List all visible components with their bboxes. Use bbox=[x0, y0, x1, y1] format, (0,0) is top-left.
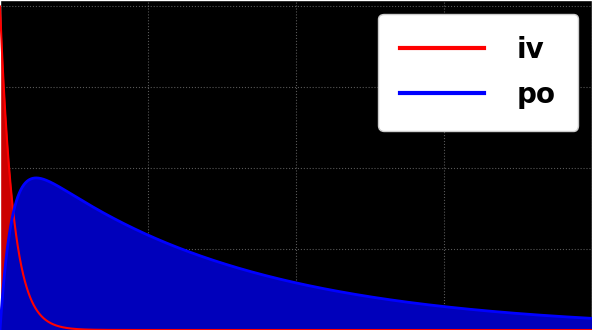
Legend: iv, po: iv, po bbox=[378, 14, 578, 131]
